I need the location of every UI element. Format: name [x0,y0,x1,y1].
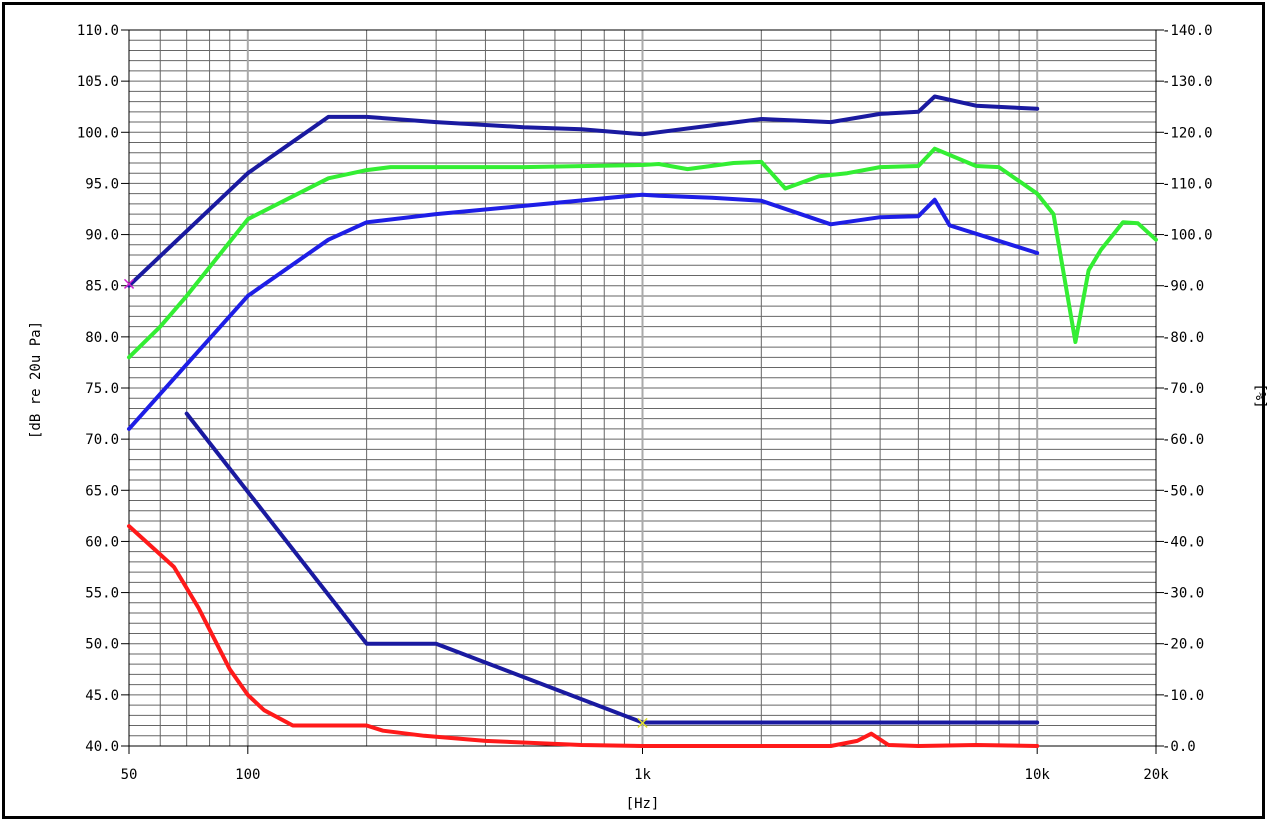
y-axis-label: [dB re 20u Pa] [28,321,44,439]
y2-tick-label: -60.0 [1162,432,1204,448]
series-line-4 [184,411,1040,725]
y-tick-label: 50.0 [85,637,119,653]
x-tick-label: 20k [1143,767,1169,783]
y2-tick-label: -0.0 [1162,739,1196,755]
y-tick-label: 55.0 [85,586,119,602]
series-line-1 [127,94,1040,288]
y2-tick-label: -110.0 [1162,176,1213,192]
y2-tick-label: -80.0 [1162,330,1204,346]
y-tick-label: 75.0 [85,381,119,397]
y-tick-label: 70.0 [85,432,119,448]
x-tick-label: 1k [634,767,651,783]
y-tick-label: 110.0 [77,23,119,39]
x-tick-label: 100 [235,767,260,783]
y-tick-label: 105.0 [77,74,119,90]
right-axis: -0.0 -10.0 -20.0 -30.0 -40.0 -50.0 -60.0 -70.0 -… [1156,23,1213,755]
y2-tick-label: -20.0 [1162,637,1204,653]
y-tick-label: 40.0 [85,739,119,755]
y2-tick-label: -40.0 [1162,534,1204,550]
y2-tick-label: -10.0 [1162,688,1204,704]
x-tick-label: 10k [1025,767,1051,783]
x-tick-label: 50 [121,767,138,783]
series-line-5 [127,524,1040,748]
y2-axis-label: [%] [1252,383,1268,408]
y-tick-label: 100.0 [77,125,119,141]
series-group [127,94,1158,748]
grid [128,29,1157,747]
y2-tick-label: -100.0 [1162,228,1213,244]
y-tick-label: 85.0 [85,279,119,295]
y-tick-label: 60.0 [85,534,119,550]
series-line-2 [127,146,1158,360]
y2-tick-label: -130.0 [1162,74,1213,90]
y2-tick-label: -50.0 [1162,483,1204,499]
y2-tick-label: -120.0 [1162,125,1213,141]
y2-tick-label: -30.0 [1162,586,1204,602]
y-tick-label: 80.0 [85,330,119,346]
series-line-3 [127,192,1040,431]
left-axis: 40.0 45.0 50.0 55.0 60.0 65.0 70.0 75.0 80.0 85.0… [77,23,129,755]
y-tick-label: 65.0 [85,483,119,499]
y-tick-label: 45.0 [85,688,119,704]
marker-1: × [121,274,136,295]
y-tick-label: 90.0 [85,228,119,244]
y-tick-label: 95.0 [85,176,119,192]
y2-tick-label: -70.0 [1162,381,1204,397]
y2-tick-label: -90.0 [1162,279,1204,295]
y2-tick-label: -140.0 [1162,23,1213,39]
markers-group: ×× [121,274,650,734]
x-axis: 50 100 1k 10k 20k [121,746,1169,783]
marker-2: × [635,712,650,733]
x-axis-label: [Hz] [626,796,660,812]
